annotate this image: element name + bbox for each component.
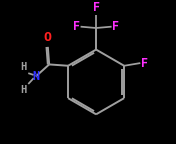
Text: F: F bbox=[141, 57, 148, 70]
Text: H: H bbox=[20, 62, 26, 72]
Text: H: H bbox=[20, 85, 26, 95]
Text: O: O bbox=[44, 31, 52, 44]
Text: N: N bbox=[32, 70, 39, 83]
Text: F: F bbox=[93, 1, 100, 14]
Text: F: F bbox=[73, 20, 80, 33]
Text: F: F bbox=[112, 20, 119, 33]
